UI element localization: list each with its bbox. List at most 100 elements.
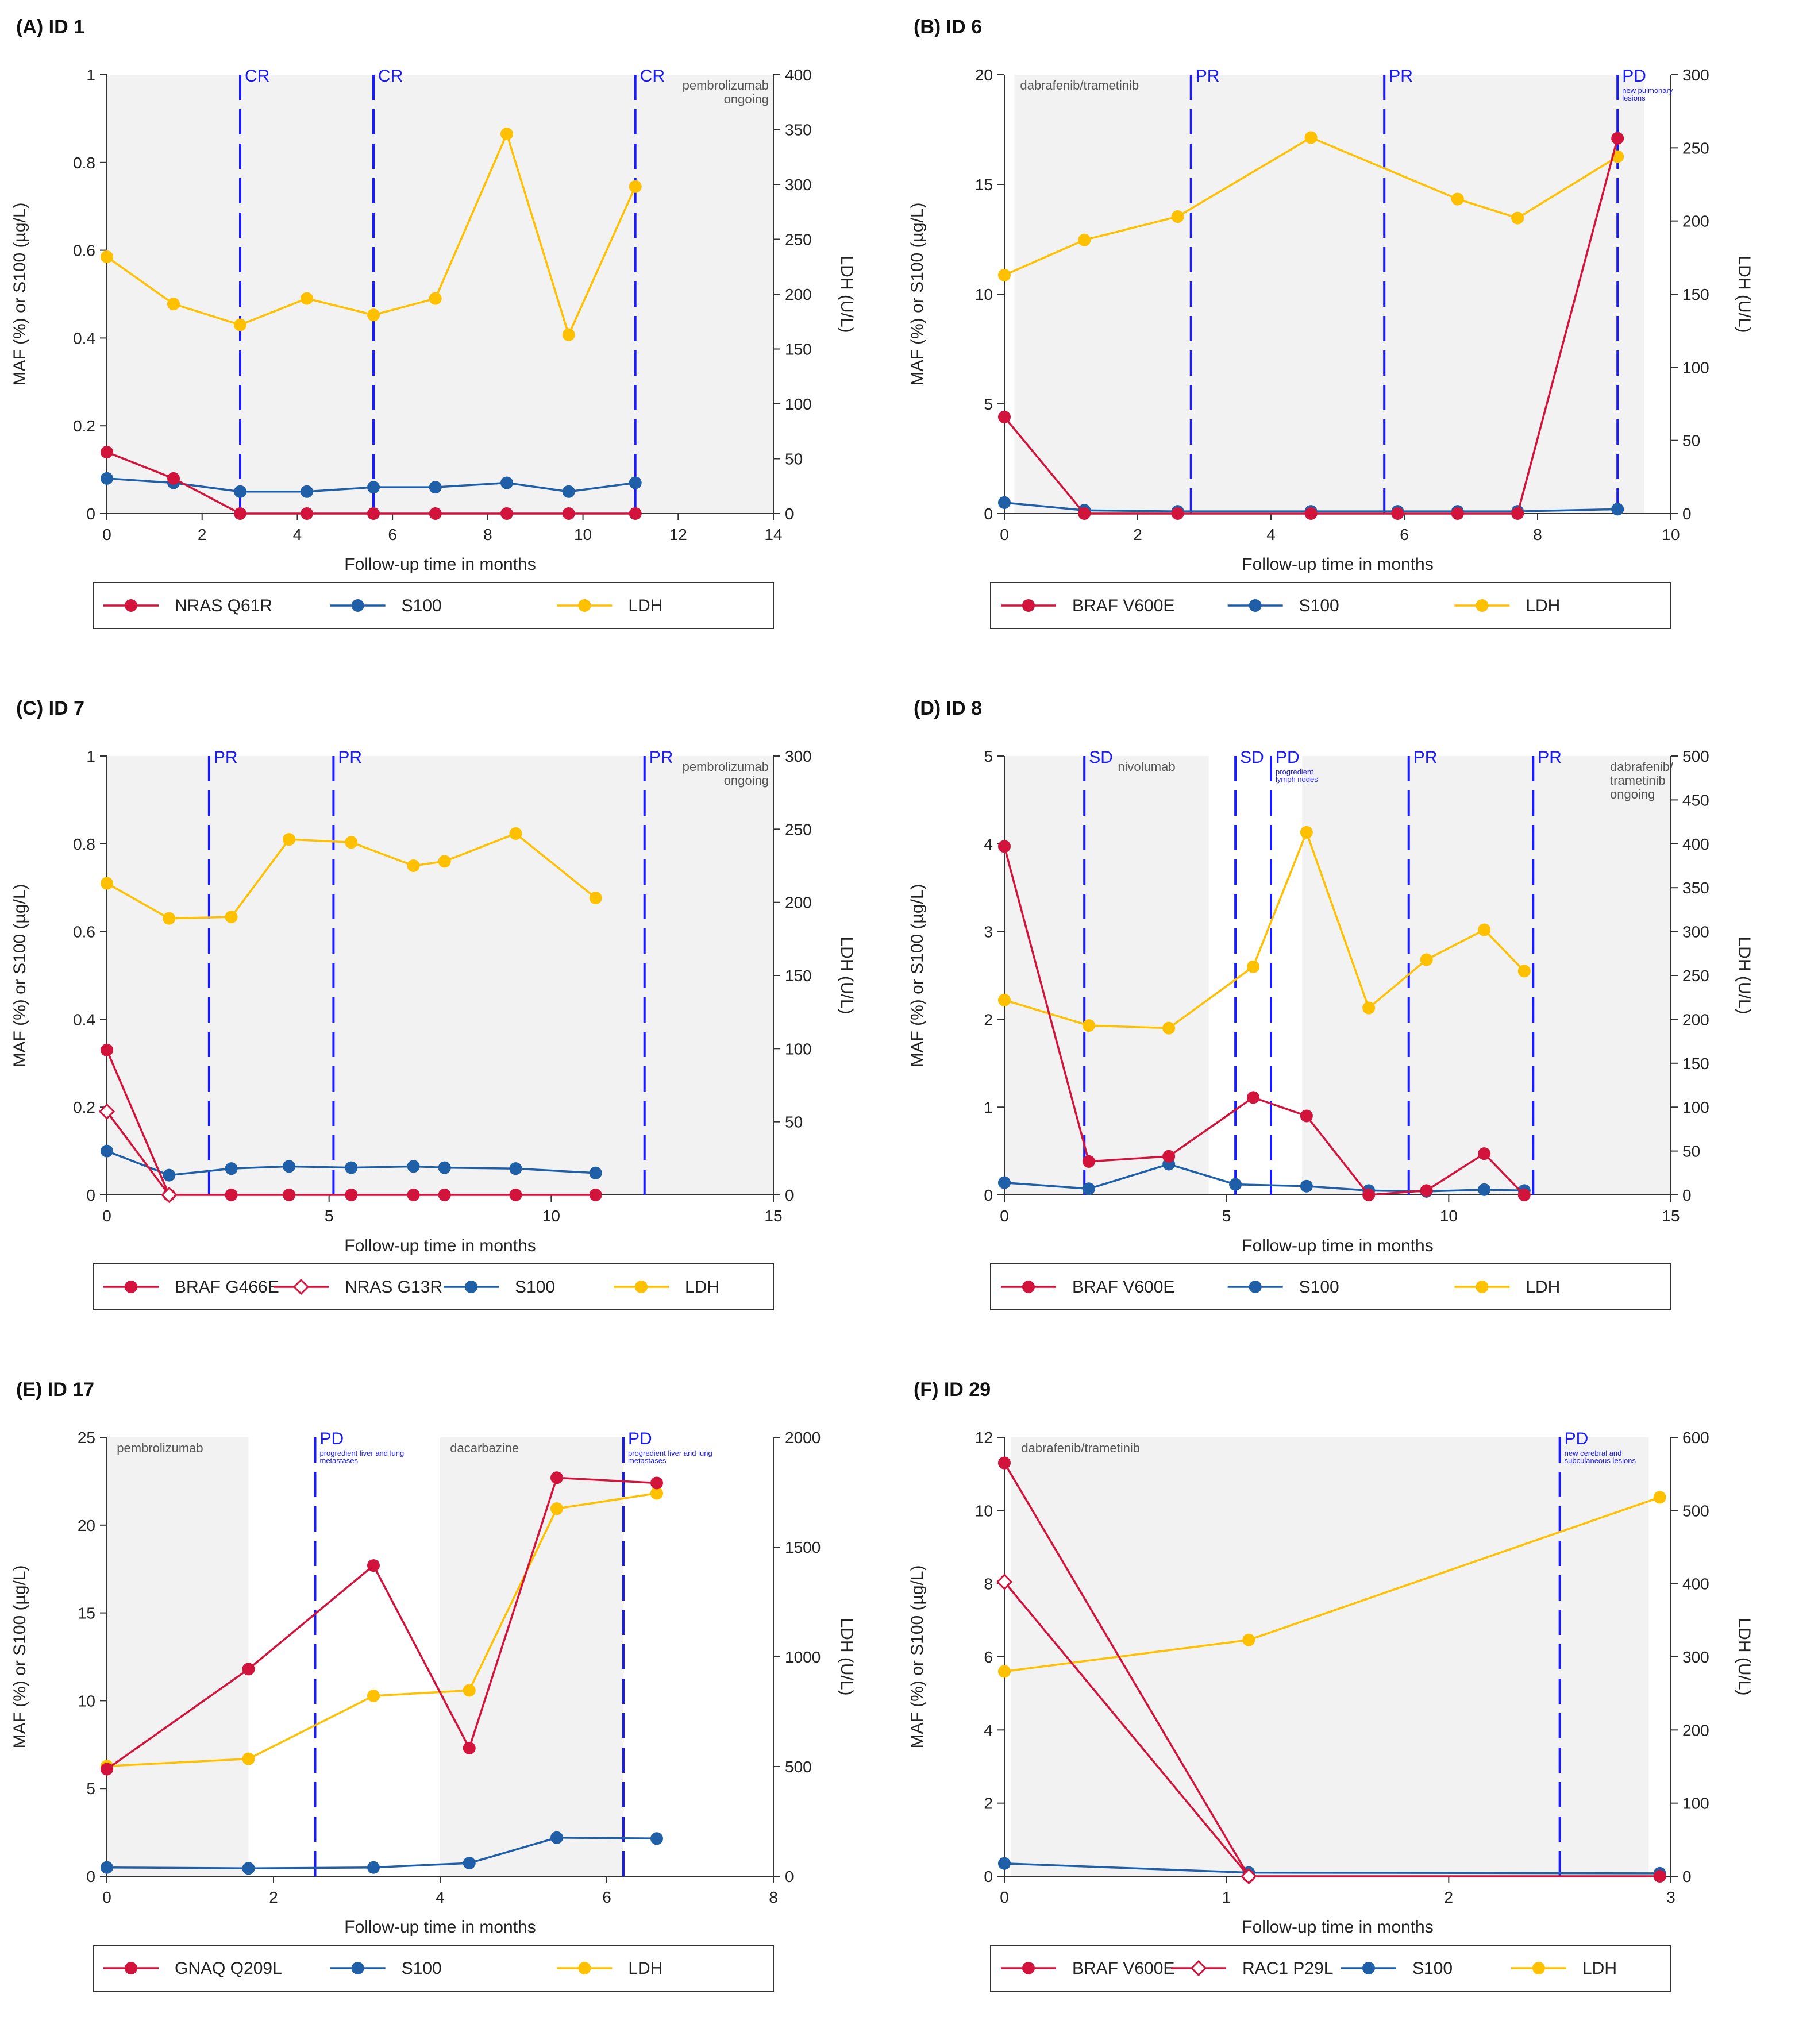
data-point — [998, 1456, 1011, 1470]
data-point — [242, 1862, 255, 1875]
y2-axis-title: LDH (U/L) — [837, 1618, 856, 1695]
x-axis-title: Follow-up time in months — [344, 1236, 536, 1255]
response-note: progredient — [1276, 768, 1313, 776]
data-point — [589, 892, 602, 905]
x-tick-label: 0 — [1000, 1207, 1009, 1225]
therapy-shade — [107, 75, 773, 514]
y2-tick-label: 100 — [785, 395, 812, 413]
series-line — [106, 1110, 170, 1196]
y2-tick-label: 450 — [1682, 791, 1709, 809]
y2-axis-title: LDH (U/L) — [837, 936, 856, 1014]
data-point — [101, 250, 113, 264]
data-point — [1242, 1633, 1255, 1646]
response-note: lymph nodes — [1276, 775, 1318, 784]
data-point — [429, 507, 442, 520]
y-tick-label: 15 — [975, 176, 993, 194]
y2-tick-label: 300 — [1682, 1648, 1709, 1666]
x-tick-label: 8 — [769, 1888, 778, 1906]
data-point — [407, 1160, 420, 1173]
y-tick-label: 0 — [984, 1868, 993, 1885]
x-tick-label: 10 — [1662, 526, 1680, 543]
data-point — [1304, 507, 1318, 520]
data-point — [629, 476, 642, 489]
y-tick-label: 0 — [984, 505, 993, 523]
data-point — [463, 1684, 476, 1697]
series-line — [1003, 138, 1619, 515]
y2-tick-label: 0 — [1682, 505, 1692, 523]
data-point — [1162, 1150, 1176, 1163]
y-tick-label: 25 — [78, 1429, 95, 1447]
response-label: PR — [1389, 67, 1413, 86]
y-tick-label: 1 — [984, 1098, 993, 1116]
data-point — [1478, 923, 1491, 936]
legend-label: S100 — [1299, 596, 1339, 615]
data-point — [101, 1043, 113, 1056]
data-point — [1247, 1091, 1260, 1104]
y-axis-title: MAF (%) or S100 (µg/L) — [908, 1565, 927, 1748]
data-point — [550, 1502, 563, 1515]
y2-tick-label: 100 — [1682, 358, 1709, 376]
data-point — [301, 292, 313, 305]
y2-tick-label: 150 — [1682, 1055, 1709, 1073]
y-tick-label: 0 — [86, 1868, 95, 1885]
y2-tick-label: 0 — [1682, 1868, 1692, 1885]
y-tick-label: 4 — [984, 1721, 993, 1739]
data-point — [562, 485, 575, 498]
legend-label: S100 — [515, 1278, 555, 1297]
y2-tick-label: 600 — [1682, 1429, 1709, 1447]
data-point — [550, 1831, 563, 1844]
data-point — [562, 507, 575, 520]
y-axis-title: MAF (%) or S100 (µg/L) — [908, 884, 927, 1067]
y2-axis-title: LDH (U/L) — [1735, 1618, 1754, 1695]
data-point — [283, 1160, 296, 1173]
legend-label: NRAS G13R — [345, 1278, 442, 1297]
chart-svg: (D) ID 8 nivolumab dabrafenib/trametinibon… — [908, 697, 1754, 1310]
legend-label: S100 — [402, 596, 442, 615]
legend-marker — [1476, 599, 1489, 612]
y2-tick-label: 0 — [785, 1186, 794, 1204]
y2-tick-label: 100 — [1682, 1098, 1709, 1116]
chart-title: (F) ID 29 — [914, 1379, 991, 1401]
therapy-shade — [107, 1437, 249, 1876]
legend-box — [990, 1263, 1671, 1310]
x-tick-label: 10 — [1440, 1207, 1458, 1225]
legend-label: S100 — [1412, 1959, 1453, 1978]
data-point — [367, 1861, 380, 1874]
data-point — [101, 472, 113, 485]
y2-tick-label: 0 — [1682, 1186, 1692, 1204]
chart-title: (B) ID 6 — [914, 16, 982, 38]
data-point — [1517, 1189, 1531, 1201]
x-tick-label: 0 — [1000, 1888, 1009, 1906]
data-point — [429, 292, 442, 305]
therapy-label: ongoing — [724, 773, 769, 788]
data-point — [629, 507, 642, 520]
y2-tick-label: 2000 — [785, 1429, 821, 1447]
data-point — [998, 1665, 1011, 1678]
data-point — [301, 485, 313, 498]
y-tick-label: 10 — [975, 286, 993, 303]
y2-tick-label: 250 — [785, 820, 812, 838]
data-point — [1653, 1491, 1666, 1504]
y-tick-label: 0.8 — [73, 154, 95, 172]
y-tick-label: 10 — [78, 1692, 95, 1710]
y2-tick-label: 200 — [1682, 1011, 1709, 1028]
y2-tick-label: 250 — [1682, 139, 1709, 157]
data-point — [463, 1857, 476, 1870]
y2-axis-title: LDH (U/L) — [1735, 936, 1754, 1014]
legend-marker — [351, 599, 364, 612]
data-point — [589, 1166, 602, 1179]
data-point — [500, 507, 513, 520]
data-point — [1300, 1179, 1313, 1193]
y-tick-label: 0.6 — [73, 242, 95, 260]
data-point — [1078, 233, 1091, 246]
x-tick-label: 10 — [574, 526, 592, 543]
data-point — [1611, 503, 1624, 516]
legend-marker — [1022, 1281, 1035, 1293]
response-label: CR — [378, 67, 403, 86]
y-tick-label: 0 — [86, 505, 95, 523]
data-point — [101, 1861, 113, 1874]
x-tick-label: 1 — [1222, 1888, 1231, 1906]
therapy-shade — [1011, 1437, 1649, 1876]
therapy-label: dacarbazine — [450, 1441, 519, 1455]
legend-label: LDH — [1526, 596, 1560, 615]
